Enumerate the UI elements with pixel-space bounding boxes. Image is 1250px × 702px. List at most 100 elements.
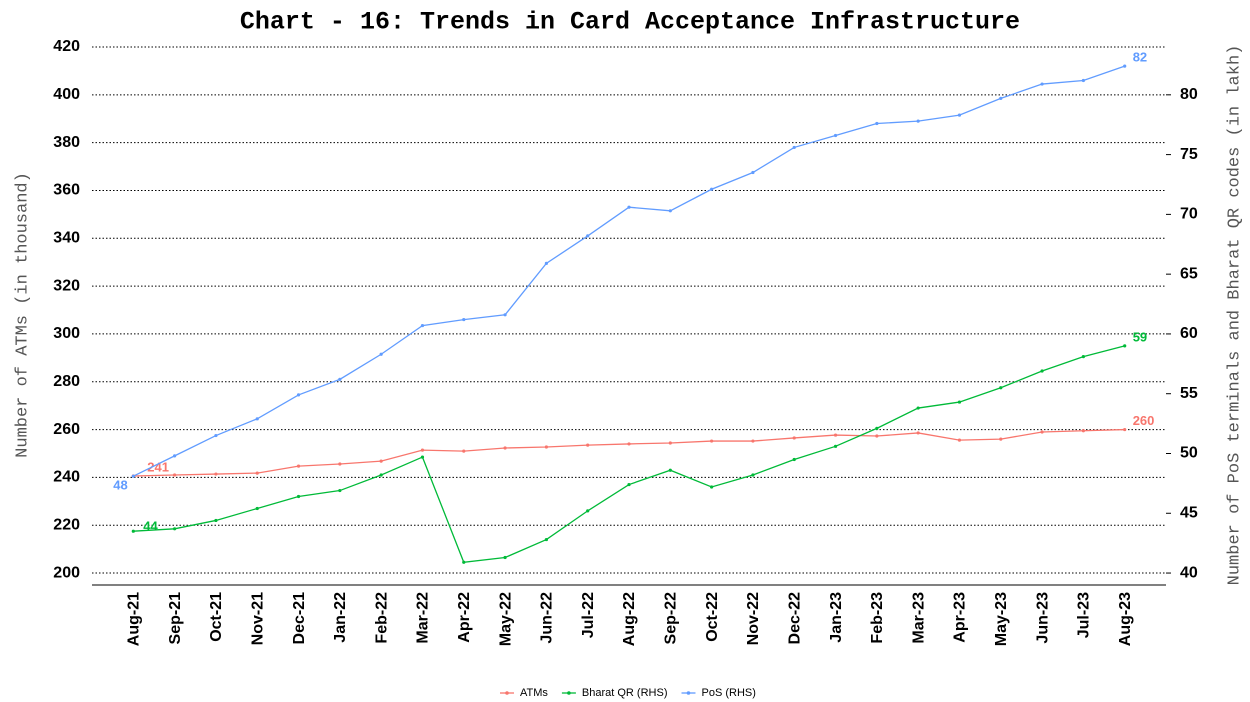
point: [131, 474, 135, 478]
point: [1040, 82, 1044, 86]
point: [875, 426, 879, 430]
y-tick-label: 200: [53, 564, 80, 581]
x-tick-label: Jan-22: [332, 592, 349, 643]
x-tick-label: Oct-21: [208, 592, 225, 642]
point: [751, 473, 755, 477]
x-tick-label: May-23: [993, 592, 1010, 646]
legend-label: ATMs: [520, 687, 548, 699]
point: [792, 457, 796, 462]
point: [1123, 64, 1127, 68]
point: [462, 560, 466, 564]
point: [586, 509, 590, 513]
point: [1040, 430, 1044, 434]
legend-marker: [567, 691, 571, 695]
point: [338, 462, 342, 466]
point: [462, 449, 466, 453]
y2-tick-label: 60: [1180, 325, 1198, 342]
point: [1081, 429, 1085, 433]
point: [255, 417, 259, 421]
y-tick-label: 260: [53, 421, 80, 438]
point: [255, 506, 259, 511]
point: [544, 445, 548, 449]
point: [999, 386, 1003, 390]
point: [338, 377, 342, 381]
point: [1123, 427, 1127, 432]
x-tick-label: Sep-21: [167, 592, 184, 645]
y-axis-title: Number of ATMs (in thousand): [13, 172, 32, 458]
y-tick-label: 280: [53, 373, 80, 390]
point: [544, 261, 548, 265]
x-tick-label: Feb-22: [373, 592, 390, 644]
point: [420, 455, 425, 459]
x-tick-label: Oct-22: [704, 592, 721, 642]
point: [1081, 355, 1085, 359]
data-label: 48: [113, 478, 127, 493]
y-tick-label: 360: [53, 182, 80, 199]
x-tick-label: Jun-22: [539, 592, 556, 644]
data-label: 260: [1133, 413, 1155, 428]
y2-tick-label: 50: [1180, 445, 1198, 462]
point: [379, 352, 383, 356]
y-tick-label: 420: [53, 38, 80, 55]
data-label: 241: [147, 459, 169, 474]
point: [379, 473, 383, 477]
point: [792, 436, 796, 440]
point: [875, 121, 879, 126]
point: [957, 113, 962, 117]
point: [214, 472, 218, 476]
point: [875, 434, 879, 438]
point: [627, 442, 631, 446]
legend-label: Bharat QR (RHS): [582, 687, 668, 699]
point: [173, 473, 177, 477]
point: [833, 133, 838, 138]
point: [173, 454, 177, 458]
y2-tick-label: 70: [1180, 206, 1198, 223]
series-line: [133, 428, 1125, 477]
point: [462, 317, 466, 322]
point: [710, 439, 714, 443]
point: [668, 209, 672, 213]
point: [999, 437, 1003, 441]
x-tick-label: Dec-21: [291, 592, 308, 645]
point: [131, 529, 135, 533]
y2-tick-label: 45: [1180, 504, 1198, 521]
y-tick-label: 380: [53, 134, 80, 151]
point: [833, 433, 838, 437]
point: [255, 471, 259, 475]
point: [957, 400, 962, 404]
y2-tick-label: 80: [1180, 86, 1198, 103]
x-tick-label: Aug-22: [621, 592, 638, 646]
x-tick-label: Aug-23: [1117, 592, 1134, 646]
y-tick-label: 300: [53, 325, 80, 342]
x-tick-label: Feb-23: [869, 592, 886, 644]
y-tick-label: 400: [53, 86, 80, 103]
point: [586, 443, 590, 447]
x-tick-label: Apr-23: [952, 592, 969, 643]
point: [420, 323, 425, 328]
x-tick-label: Jul-23: [1076, 592, 1093, 638]
point: [668, 441, 672, 445]
point: [1040, 369, 1044, 373]
point: [379, 459, 383, 463]
point: [833, 444, 838, 448]
point: [214, 518, 218, 523]
y-tick-label: 240: [53, 469, 80, 486]
x-tick-label: Nov-21: [249, 592, 266, 645]
y2-tick-label: 40: [1180, 564, 1198, 581]
point: [710, 187, 714, 191]
point: [916, 431, 920, 435]
point: [751, 170, 755, 175]
x-tick-label: Dec-22: [786, 592, 803, 645]
point: [751, 439, 755, 443]
point: [1081, 78, 1085, 83]
x-tick-label: May-22: [497, 592, 514, 646]
data-label: 82: [1133, 50, 1147, 65]
legend-marker: [686, 691, 691, 695]
x-tick-label: Jun-23: [1034, 592, 1051, 644]
x-tick-label: Jul-22: [580, 592, 597, 638]
point: [957, 438, 962, 442]
legend-marker: [505, 691, 509, 695]
x-tick-label: Mar-22: [415, 592, 432, 644]
y2-tick-label: 55: [1180, 385, 1198, 402]
